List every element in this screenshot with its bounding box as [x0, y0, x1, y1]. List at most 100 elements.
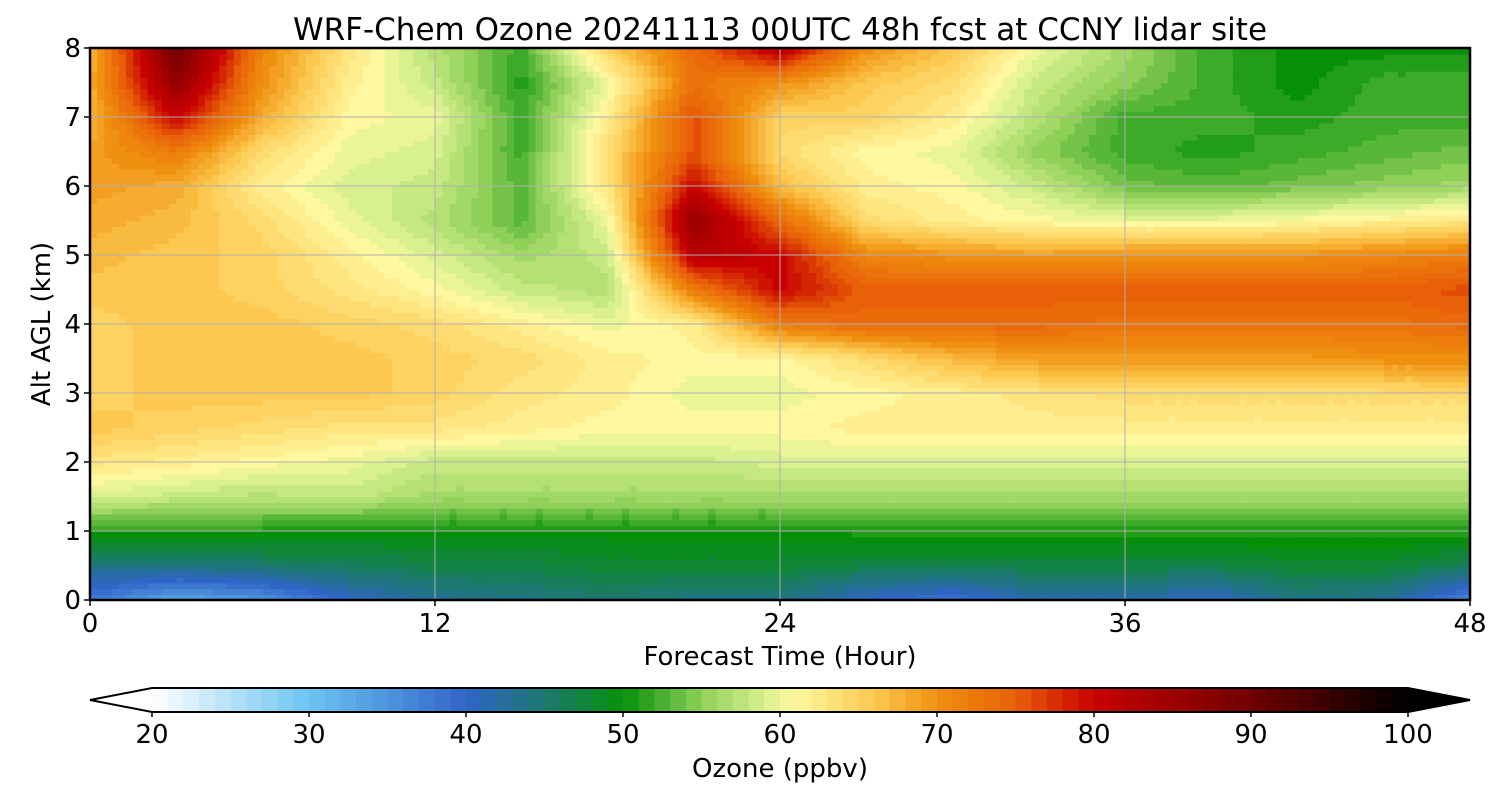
heatmap-cell	[715, 456, 724, 463]
heatmap-cell	[442, 571, 451, 578]
heatmap-cell	[90, 473, 98, 480]
heatmap-cell	[686, 554, 695, 561]
heatmap-cell	[542, 462, 551, 469]
heatmap-cell	[1462, 571, 1470, 578]
heatmap-cell	[1196, 548, 1205, 555]
heatmap-cell	[995, 536, 1004, 544]
heatmap-cell	[521, 594, 530, 600]
heatmap-cell	[1333, 548, 1342, 555]
heatmap-cell	[686, 571, 695, 578]
heatmap-cell	[995, 582, 1004, 590]
heatmap-cell	[981, 577, 990, 584]
heatmap-cell	[1225, 542, 1234, 549]
heatmap-cell	[169, 536, 177, 544]
heatmap-cell	[391, 456, 400, 463]
heatmap-cell	[988, 577, 997, 584]
heatmap-cell	[1002, 577, 1011, 584]
heatmap-cell	[1182, 490, 1191, 498]
heatmap-cell	[485, 508, 494, 515]
heatmap-cell	[399, 485, 407, 492]
heatmap-cell	[1355, 490, 1363, 498]
heatmap-cell	[420, 479, 429, 486]
heatmap-cell	[1096, 582, 1105, 590]
heatmap-cell	[988, 525, 997, 532]
heatmap-cell	[1053, 548, 1062, 555]
heatmap-cell	[1160, 450, 1169, 457]
heatmap-cell	[801, 559, 810, 567]
heatmap-cell	[1096, 479, 1105, 486]
heatmap-cell	[1038, 548, 1047, 555]
heatmap-cell	[312, 577, 321, 584]
heatmap-cell	[1347, 479, 1356, 486]
heatmap-cell	[665, 588, 673, 595]
heatmap-cell	[564, 485, 573, 492]
heatmap-cell	[1160, 456, 1169, 463]
heatmap-cell	[751, 565, 760, 572]
heatmap-cell	[780, 588, 788, 595]
heatmap-cell	[90, 554, 98, 561]
heatmap-cell	[593, 467, 602, 475]
heatmap-cell	[909, 565, 918, 572]
heatmap-cell	[657, 554, 666, 561]
heatmap-cell	[399, 531, 407, 538]
heatmap-cell	[708, 594, 717, 600]
heatmap-cell	[449, 456, 458, 463]
heatmap-cell	[1153, 525, 1162, 532]
heatmap-cell	[815, 490, 824, 498]
heatmap-cell	[1038, 582, 1047, 590]
heatmap-cell	[262, 536, 271, 544]
heatmap-cell	[844, 485, 853, 492]
heatmap-cell	[693, 462, 702, 469]
heatmap-cell	[219, 490, 228, 498]
heatmap-cell	[1010, 473, 1018, 480]
heatmap-cell	[614, 513, 623, 521]
heatmap-cell	[1441, 559, 1450, 567]
heatmap-cell	[923, 525, 932, 532]
heatmap-cell	[1110, 490, 1119, 498]
heatmap-cell	[772, 485, 781, 492]
heatmap-cell	[873, 496, 882, 503]
heatmap-cell	[449, 571, 458, 578]
heatmap-cell	[226, 456, 235, 463]
heatmap-cell	[1419, 554, 1428, 561]
heatmap-cell	[974, 531, 982, 538]
heatmap-cell	[97, 502, 106, 509]
heatmap-cell	[621, 565, 630, 572]
heatmap-cell	[118, 542, 127, 549]
heatmap-cell	[679, 548, 688, 555]
heatmap-cell	[1060, 473, 1069, 480]
heatmap-cell	[629, 456, 637, 463]
heatmap-cell	[305, 485, 314, 492]
heatmap-cell	[183, 485, 192, 492]
heatmap-cell	[1117, 490, 1126, 498]
heatmap-cell	[938, 450, 947, 457]
heatmap-cell	[341, 450, 350, 457]
heatmap-cell	[1204, 508, 1212, 515]
heatmap-cell	[722, 473, 731, 480]
heatmap-cell	[744, 542, 752, 549]
heatmap-cell	[125, 531, 134, 538]
heatmap-cell	[715, 496, 724, 503]
heatmap-cell	[636, 513, 645, 521]
heatmap-cell	[1196, 479, 1205, 486]
heatmap-cell	[1240, 531, 1248, 538]
heatmap-cell	[355, 559, 364, 567]
heatmap-cell	[593, 571, 602, 578]
heatmap-cell	[930, 554, 939, 561]
heatmap-cell	[276, 536, 285, 544]
heatmap-cell	[370, 536, 379, 544]
heatmap-cell	[183, 525, 192, 532]
heatmap-cell	[1110, 519, 1119, 526]
heatmap-cell	[219, 519, 228, 526]
heatmap-cell	[614, 450, 623, 457]
heatmap-cell	[176, 565, 185, 572]
heatmap-cell	[844, 559, 853, 567]
heatmap-cell	[528, 479, 537, 486]
heatmap-cell	[938, 473, 947, 480]
heatmap-cell	[1311, 536, 1320, 544]
heatmap-cell	[557, 536, 566, 544]
heatmap-cell	[521, 450, 530, 457]
heatmap-cell	[643, 548, 652, 555]
heatmap-cell	[240, 565, 249, 572]
heatmap-cell	[1110, 502, 1119, 509]
